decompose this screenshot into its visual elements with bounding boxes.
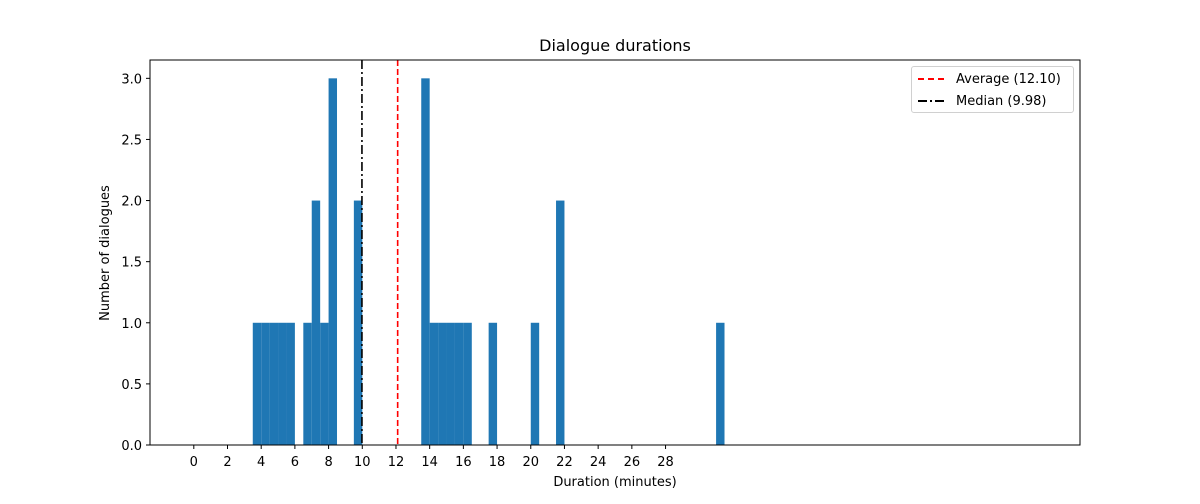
y-tick-label: 0.5 bbox=[121, 378, 142, 393]
x-axis-ticks: 0 2 4 6 8 10 12 14 16 18 20 22 24 26 28 bbox=[190, 445, 674, 470]
histogram-bar bbox=[556, 200, 565, 445]
histogram-bar bbox=[303, 322, 312, 445]
legend-item-median: Median (9.98) bbox=[918, 91, 1047, 111]
histogram-bar bbox=[438, 322, 447, 445]
x-tick-label: 22 bbox=[556, 455, 573, 470]
y-tick-label: 1.0 bbox=[121, 317, 142, 332]
histogram-bar bbox=[429, 322, 439, 445]
legend-label-median: Median (9.98) bbox=[956, 93, 1047, 109]
y-tick-label: 2.5 bbox=[121, 133, 142, 148]
x-tick-label: 20 bbox=[522, 455, 539, 470]
x-tick-label: 14 bbox=[421, 455, 438, 470]
histogram-bars bbox=[252, 78, 725, 445]
histogram-bar bbox=[278, 322, 287, 445]
x-tick-label: 28 bbox=[657, 455, 674, 470]
histogram-bar bbox=[261, 322, 270, 445]
x-tick-label: 6 bbox=[291, 455, 299, 470]
histogram-bar bbox=[454, 322, 464, 445]
x-tick-label: 10 bbox=[354, 455, 371, 470]
y-tick-label: 0.0 bbox=[121, 439, 142, 454]
histogram-bar bbox=[252, 322, 262, 445]
x-tick-label: 0 bbox=[190, 455, 198, 470]
legend: Average (12.10) Median (9.98) bbox=[911, 66, 1074, 113]
x-tick-label: 26 bbox=[624, 455, 641, 470]
histogram-bar bbox=[530, 322, 540, 445]
y-axis-ticks: 0.0 0.5 1.0 1.5 2.0 2.5 3.0 bbox=[121, 72, 150, 454]
histogram-bar bbox=[311, 200, 321, 445]
histogram-bar bbox=[328, 78, 338, 445]
histogram-bar bbox=[421, 78, 430, 445]
histogram-bar bbox=[353, 200, 363, 445]
x-tick-label: 18 bbox=[489, 455, 506, 470]
x-tick-label: 2 bbox=[223, 455, 231, 470]
y-tick-label: 2.0 bbox=[121, 195, 142, 210]
y-tick-label: 3.0 bbox=[121, 72, 142, 87]
legend-dashed-line-icon bbox=[918, 78, 944, 80]
x-tick-label: 16 bbox=[455, 455, 472, 470]
histogram-bar bbox=[488, 322, 498, 445]
histogram-bar bbox=[286, 322, 295, 445]
legend-label-average: Average (12.10) bbox=[956, 71, 1061, 87]
histogram-bar bbox=[269, 322, 279, 445]
histogram-bar bbox=[716, 322, 725, 445]
histogram-bar bbox=[446, 322, 455, 445]
x-tick-label: 8 bbox=[324, 455, 332, 470]
histogram-bar bbox=[463, 322, 472, 445]
reference-lines bbox=[361, 60, 399, 445]
x-tick-label: 12 bbox=[388, 455, 405, 470]
legend-dashdot-line-icon bbox=[918, 100, 944, 102]
x-axis-label: Duration (minutes) bbox=[553, 475, 676, 490]
legend-item-average: Average (12.10) bbox=[918, 69, 1061, 89]
histogram-bar bbox=[320, 322, 329, 445]
y-tick-label: 1.5 bbox=[121, 256, 142, 271]
chart-title: Dialogue durations bbox=[539, 36, 691, 55]
y-axis-label: Number of dialogues bbox=[98, 185, 113, 321]
plot-frame bbox=[149, 59, 1081, 446]
x-tick-label: 24 bbox=[590, 455, 607, 470]
x-tick-label: 4 bbox=[257, 455, 265, 470]
